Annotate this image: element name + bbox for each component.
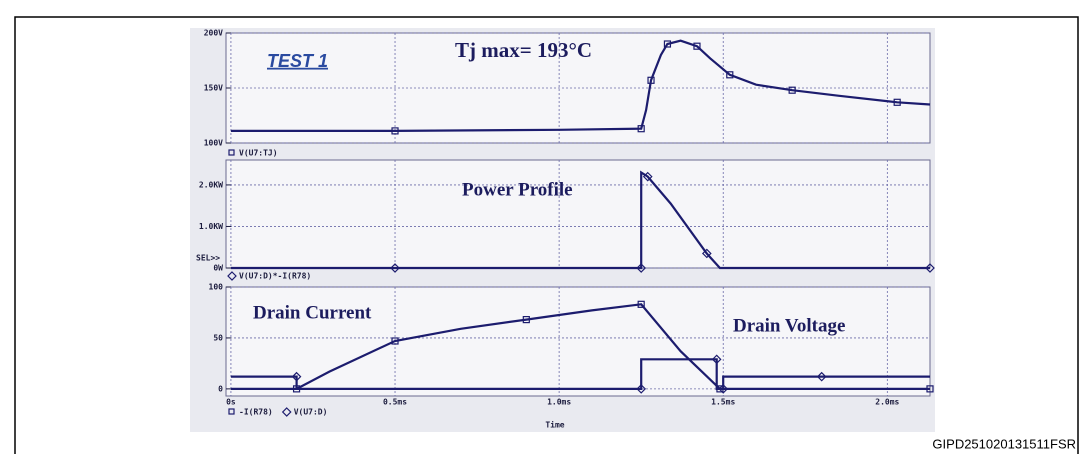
marker [391, 127, 399, 135]
y-tick-label: 0 [218, 384, 223, 393]
marker [637, 300, 645, 308]
x-tick-label: 2.0ms [875, 398, 899, 407]
series-line [230, 170, 930, 270]
annotation: Drain Current [253, 302, 372, 323]
x-tick-label: 0.5ms [383, 398, 407, 407]
marker [693, 42, 701, 50]
legend-label: V(U7:D)*-I(R78) [239, 272, 311, 281]
y-tick-label: 1.0KW [199, 222, 223, 231]
marker [642, 171, 653, 182]
y-tick-label: 200V [204, 29, 223, 38]
y-tick-label: 100V [204, 139, 223, 148]
legend-symbol [228, 149, 235, 156]
marker [636, 384, 647, 394]
x-axis-label: Time [545, 420, 564, 430]
annotation: Tj max= 193°C [455, 38, 592, 62]
legend-symbol [227, 271, 237, 281]
y-tick-label: 0W [213, 264, 223, 273]
test-label: TEST 1 [267, 51, 328, 71]
x-tick-label: 0s [226, 398, 236, 407]
marker [925, 263, 935, 273]
plot-area [225, 159, 931, 269]
cursor-label: SEL>> [196, 254, 220, 263]
marker [788, 86, 796, 94]
legend-symbol [228, 408, 235, 415]
legend-symbol [281, 407, 292, 417]
marker [711, 354, 722, 365]
marker [718, 384, 729, 394]
marker [522, 315, 530, 324]
y-tick-label: 2.0KW [199, 180, 223, 189]
plot-area [225, 286, 931, 397]
marker [701, 248, 712, 259]
marker [816, 371, 827, 382]
marker [391, 337, 399, 345]
marker [663, 40, 672, 48]
legend-label: -I(R78) [239, 408, 273, 417]
x-tick-label: 1.5ms [711, 398, 735, 407]
series-line [230, 358, 930, 390]
series-line [230, 303, 930, 390]
legend-label: V(U7:TJ) [239, 149, 278, 158]
annotation: Power Profile [462, 179, 573, 200]
figure-id: GIPD251020131511FSR [932, 436, 1076, 451]
marker [636, 263, 647, 273]
marker [926, 385, 934, 393]
marker [647, 76, 655, 84]
y-tick-label: 50 [213, 333, 223, 342]
series-line [230, 39, 931, 132]
marker [893, 98, 901, 106]
marker [390, 263, 400, 273]
marker [637, 125, 645, 133]
legend-label: V(U7:D) [294, 408, 328, 417]
annotation: Drain Voltage [733, 315, 845, 336]
marker [726, 71, 734, 79]
x-tick-label: 1.0ms [547, 398, 571, 407]
y-tick-label: 150V [204, 84, 223, 93]
marker [291, 371, 302, 382]
y-tick-label: 100 [209, 283, 224, 292]
